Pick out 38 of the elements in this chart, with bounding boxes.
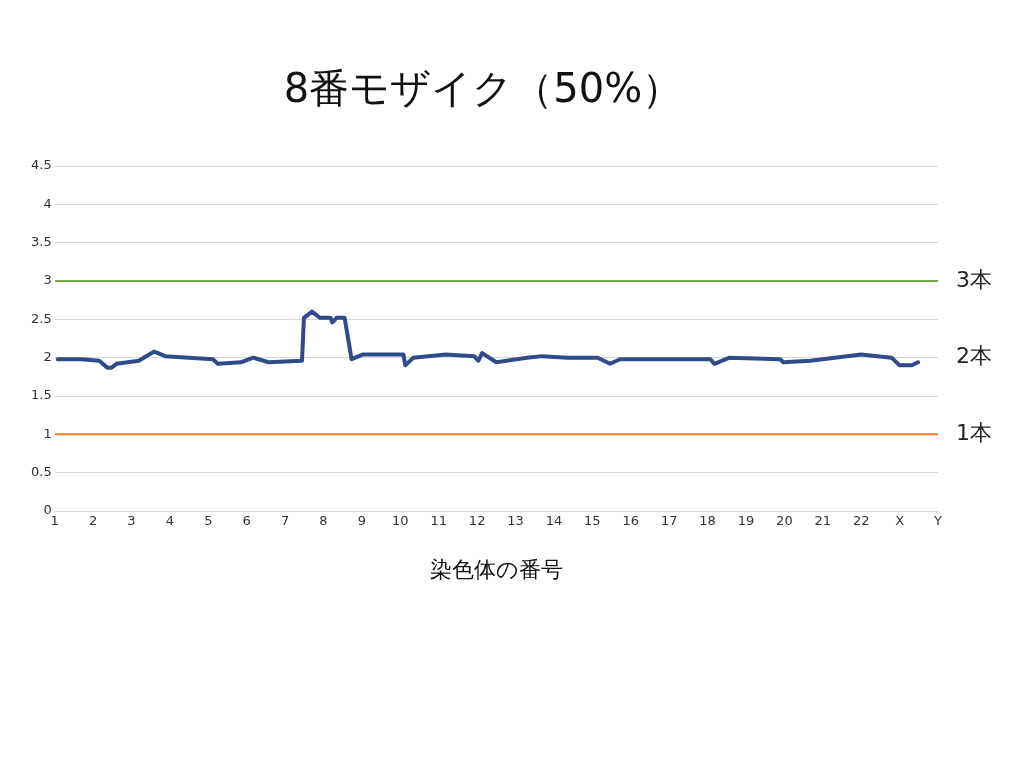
x-tick-label: Y — [933, 513, 943, 529]
x-tick-label: X — [895, 513, 905, 529]
y-tick-label: 3.5 — [30, 234, 52, 250]
y-tick-label: 3 — [43, 272, 52, 288]
x-tick-label: 9 — [357, 513, 367, 529]
x-tick-label: 12 — [468, 513, 486, 529]
y-tick-label: 4 — [43, 195, 52, 211]
x-tick-label: 20 — [776, 513, 793, 529]
y-tick-label: 1 — [43, 425, 52, 441]
x-tick-label: 18 — [699, 513, 716, 529]
x-tick-label: 10 — [392, 513, 409, 529]
x-tick-label: 15 — [584, 513, 601, 529]
x-tick-label: 8 — [319, 513, 328, 529]
ref-line-label: 1本 — [956, 420, 992, 446]
x-tick-label: 21 — [814, 513, 832, 529]
x-tick-label: 19 — [737, 513, 755, 529]
y-tick-label: 2.5 — [30, 310, 52, 326]
x-tick-label: 17 — [660, 513, 678, 529]
x-tick-label: 14 — [545, 513, 563, 529]
x-tick-label: 7 — [280, 513, 290, 529]
y-tick-label: 1.5 — [30, 387, 52, 403]
x-tick-label: 3 — [127, 513, 136, 529]
x-tick-label: 13 — [507, 513, 524, 529]
x-tick-label: 2 — [88, 513, 98, 529]
x-tick-label: 4 — [165, 513, 175, 529]
x-tick-label: 16 — [622, 513, 640, 529]
ref-line-label: 3本 — [956, 266, 992, 292]
x-axis-title: 染色体の番号 — [429, 556, 563, 582]
y-tick-label: 2 — [43, 349, 52, 365]
chart-title: 8番モザイク（50%） — [283, 65, 683, 112]
y-tick-label: 4.5 — [30, 157, 52, 173]
x-tick-label: 6 — [242, 513, 251, 529]
x-tick-label: 11 — [430, 513, 447, 529]
x-tick-label: 22 — [852, 513, 870, 529]
y-tick-label: 0 — [43, 502, 52, 518]
text: 2本 — [956, 343, 992, 369]
x-tick-label: 5 — [204, 513, 213, 529]
y-tick-label: 0.5 — [30, 464, 52, 480]
